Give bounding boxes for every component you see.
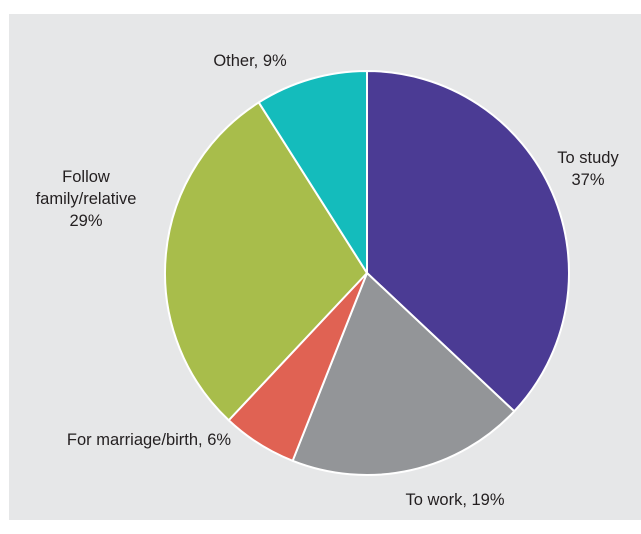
pie-label-follow-family-relative: Follow family/relative 29% (36, 168, 137, 230)
pie-label-line: To work, 19% (405, 491, 504, 509)
pie-slice-follow-family-relative (164, 101, 368, 422)
pie-label-for-marriage-birth: For marriage/birth, 6% (67, 431, 231, 449)
pie-label-line: For marriage/birth, 6% (67, 431, 231, 449)
pie-label-line: family/relative (36, 190, 137, 208)
pie-label-to-work: To work, 19% (405, 491, 504, 509)
pie-slice-to-study (366, 70, 570, 413)
pie-label-line: To study (557, 149, 619, 167)
pie-label-line: 37% (571, 171, 604, 189)
pie-label-line: Follow (62, 168, 110, 186)
pie-slices (164, 70, 570, 476)
pie-label-line: Other, 9% (213, 52, 287, 70)
pie-slice-other (257, 70, 368, 274)
pie-label-line: 29% (69, 212, 102, 230)
pie-label-other: Other, 9% (213, 52, 287, 70)
pie-label-to-study: To study 37% (557, 149, 619, 189)
pie-labels: To study 37% To work, 19% For marriage/birt… (36, 52, 620, 509)
